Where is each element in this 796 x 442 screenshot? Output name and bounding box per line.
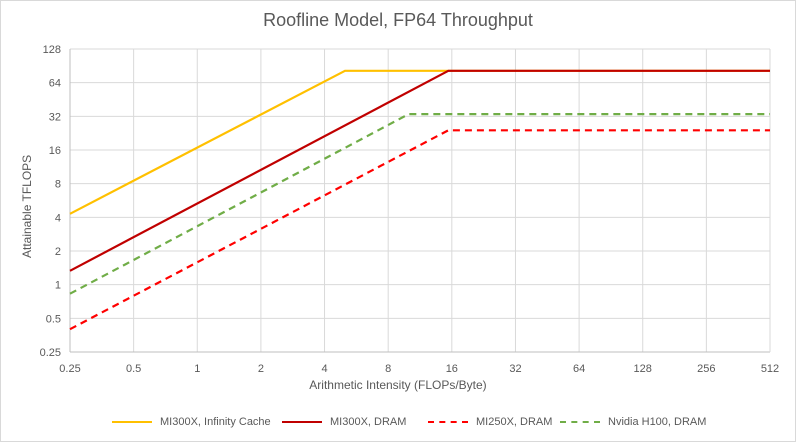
y-tick-label: 0.25 <box>40 347 61 359</box>
y-tick-labels: 0.25 0.5 1 2 4 8 16 32 64 128 <box>40 44 61 359</box>
legend-swatch <box>282 421 322 423</box>
x-tick-label: 32 <box>509 363 521 375</box>
legend-item: MI300X, Infinity Cache <box>112 413 271 431</box>
axes <box>69 49 771 353</box>
x-tick-label: 1 <box>194 363 200 375</box>
y-tick-label: 16 <box>49 145 61 157</box>
x-tick-label: 8 <box>385 363 391 375</box>
series-line-2 <box>69 69 770 272</box>
series-line-1 <box>69 69 770 215</box>
x-tick-label: 256 <box>697 363 715 375</box>
legend-swatch <box>560 421 600 423</box>
x-tick-label: 0.5 <box>126 363 141 375</box>
series-lines <box>69 69 770 331</box>
legend-label: MI250X, DRAM <box>476 416 553 428</box>
gridlines <box>70 48 771 352</box>
y-tick-label: 128 <box>43 44 61 56</box>
chart-title: Roofline Model, FP64 Throughput <box>263 10 533 30</box>
series-line-4 <box>69 112 770 295</box>
x-tick-label: 128 <box>634 363 652 375</box>
x-tick-label: 2 <box>258 363 264 375</box>
legend-label: MI300X, DRAM <box>330 416 407 428</box>
y-tick-label: 0.5 <box>46 313 61 325</box>
x-tick-label: 64 <box>573 363 585 375</box>
legend-swatch <box>112 421 152 423</box>
y-axis-title: Attainable TFLOPS <box>20 154 34 258</box>
x-tick-labels: 0.25 0.5 1 2 4 8 16 32 64 128 256 512 <box>59 363 779 375</box>
y-tick-label: 1 <box>55 280 61 292</box>
legend-item: Nvidia H100, DRAM <box>560 413 706 431</box>
x-tick-label: 512 <box>761 363 779 375</box>
legend-item: MI300X, DRAM <box>282 413 406 431</box>
y-tick-label: 2 <box>55 246 61 258</box>
x-tick-label: 0.25 <box>59 363 80 375</box>
x-axis-title: Arithmetic Intensity (FLOPs/Byte) <box>309 378 487 392</box>
legend-label: MI300X, Infinity Cache <box>160 416 271 428</box>
x-tick-label: 4 <box>321 363 327 375</box>
legend: MI300X, Infinity Cache MI300X, DRAM MI250X… <box>0 413 796 431</box>
legend-label: Nvidia H100, DRAM <box>608 416 707 428</box>
y-tick-label: 32 <box>49 111 61 123</box>
series-line-3 <box>69 129 770 331</box>
y-tick-label: 8 <box>55 179 61 191</box>
y-tick-label: 64 <box>49 78 61 90</box>
legend-swatch <box>428 421 468 423</box>
x-tick-label: 16 <box>446 363 458 375</box>
legend-item: MI250X, DRAM <box>428 413 552 431</box>
y-tick-label: 4 <box>55 212 61 224</box>
